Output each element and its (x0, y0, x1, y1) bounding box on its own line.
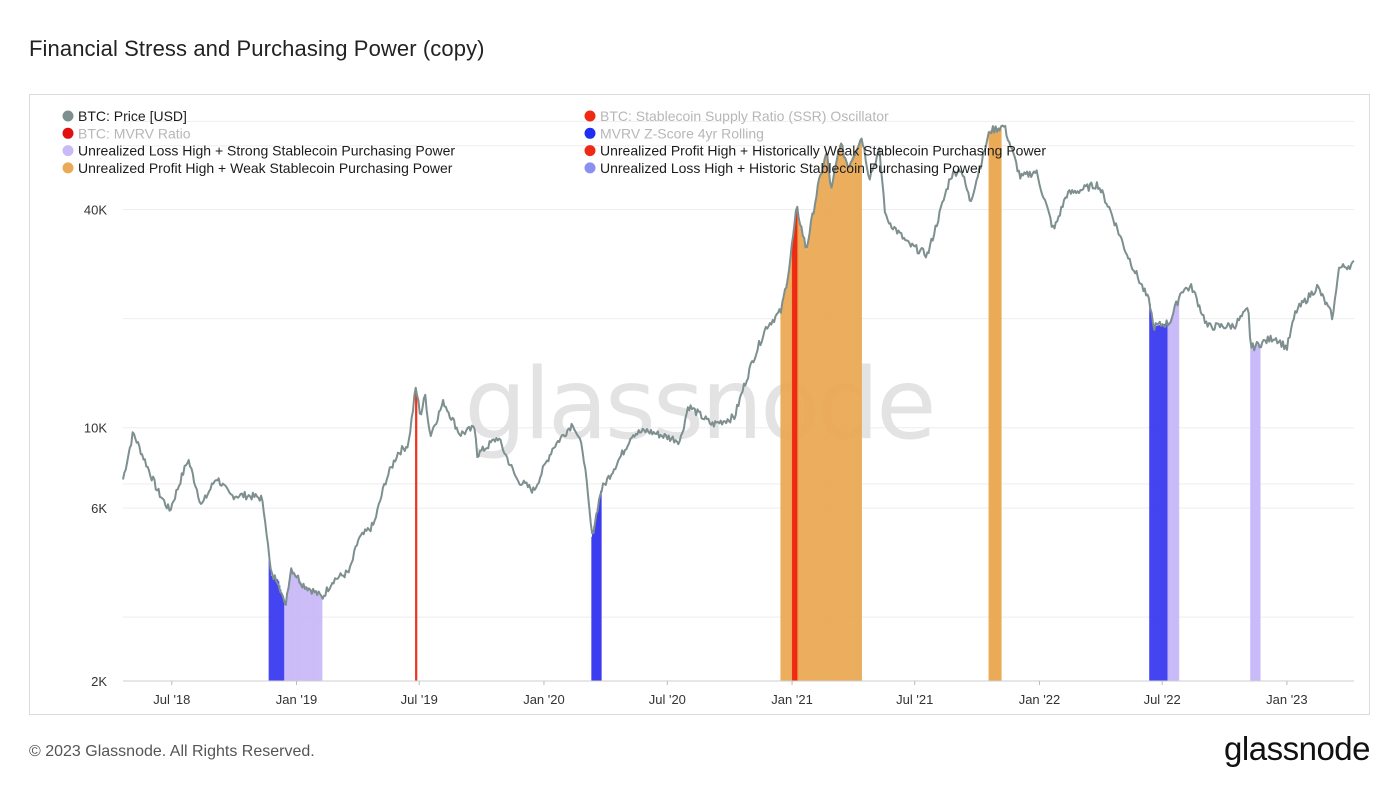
legend-item[interactable]: Unrealized Profit High + Historically We… (584, 143, 1047, 159)
btc-price-line (122, 124, 1355, 606)
price-chart: glassnode 2K 6K 10K 40K Jul '18 Jan '19 Jul '1… (62, 108, 1355, 707)
x-tick-label: Jan '22 (1019, 692, 1061, 707)
legend-swatch (584, 145, 596, 157)
chart-panel: glassnode 2K 6K 10K 40K Jul '18 Jan '19 Jul '1… (29, 94, 1370, 715)
page-title: Financial Stress and Purchasing Power (c… (29, 36, 485, 61)
legend-item[interactable]: Unrealized Loss High + Strong Stablecoin… (62, 143, 456, 159)
legend-swatch (584, 127, 596, 139)
legend-label: BTC: Stablecoin Supply Ratio (SSR) Oscil… (600, 108, 889, 124)
x-tick-label: Jan '20 (523, 692, 565, 707)
legend-label: Unrealized Profit High + Historically We… (600, 143, 1046, 159)
legend-label: Unrealized Loss High + Strong Stablecoin… (78, 143, 455, 159)
legend-label: BTC: MVRV Ratio (78, 125, 191, 141)
glassnode-logo[interactable]: glassnode (1224, 730, 1370, 767)
legend-swatch (584, 110, 596, 122)
x-tick-label: Jan '23 (1266, 692, 1308, 707)
copyright-notice: © 2023 Glassnode. All Rights Reserved. (29, 743, 315, 760)
legend-swatch (584, 162, 596, 174)
x-tick-label: Jul '20 (649, 692, 686, 707)
legend-item[interactable]: MVRV Z-Score 4yr Rolling (584, 125, 764, 141)
x-tick-label: Jul '18 (153, 692, 190, 707)
legend-label: MVRV Z-Score 4yr Rolling (600, 125, 764, 141)
legend-item[interactable]: BTC: MVRV Ratio (62, 125, 191, 141)
legend-item[interactable]: BTC: Price [USD] (62, 108, 187, 124)
y-tick-label: 10K (84, 421, 107, 436)
legend-label: Unrealized Loss High + Historic Stableco… (600, 160, 983, 176)
x-tick-label: Jan '21 (771, 692, 813, 707)
legend-swatch (62, 127, 74, 139)
y-tick-label: 40K (84, 203, 107, 218)
legend-item[interactable]: Unrealized Loss High + Historic Stableco… (584, 160, 983, 176)
x-tick-label: Jul '22 (1144, 692, 1181, 707)
x-tick-label: Jul '21 (896, 692, 933, 707)
y-tick-label: 2K (91, 674, 107, 689)
legend-label: Unrealized Profit High + Weak Stablecoin… (78, 160, 453, 176)
legend-item[interactable]: Unrealized Profit High + Weak Stablecoin… (62, 160, 453, 176)
x-tick-label: Jan '19 (276, 692, 318, 707)
legend-item[interactable]: BTC: Stablecoin Supply Ratio (SSR) Oscil… (584, 108, 889, 124)
legend-swatch (62, 162, 74, 174)
legend-swatch (62, 110, 74, 122)
legend-label: BTC: Price [USD] (78, 108, 187, 124)
x-tick-label: Jul '19 (401, 692, 438, 707)
chart-watermark: glassnode (464, 348, 933, 462)
legend-swatch (62, 145, 74, 157)
y-tick-label: 6K (91, 501, 107, 516)
